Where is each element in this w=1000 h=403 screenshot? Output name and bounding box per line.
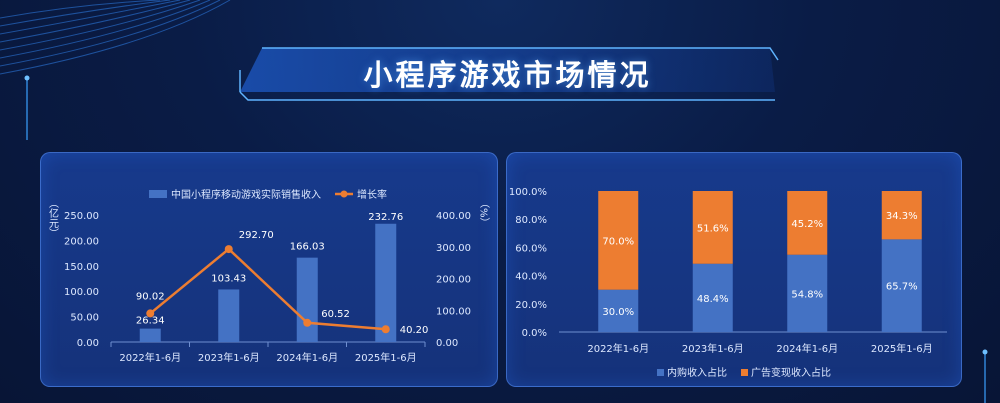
bar-data-label: 166.03	[290, 242, 325, 253]
y-left-tick-label: 50.00	[70, 313, 99, 324]
x-category-label: 2023年1-6月	[198, 351, 260, 364]
ad-share-label: 51.6%	[697, 223, 729, 234]
x-category-label: 2025年1-6月	[871, 342, 933, 355]
x-category-label: 2024年1-6月	[276, 351, 338, 364]
y-tick-label: 80.0%	[515, 215, 547, 226]
left-chart-panel: 0.00 50.00 100.00 150.00 200.00 250.00 0.00 100…	[40, 152, 498, 387]
bar-ad-share	[787, 191, 828, 255]
bar-ad-share	[881, 191, 922, 240]
y-left-tick-label: 250.00	[64, 211, 99, 222]
ad-share-label: 34.3%	[886, 211, 918, 222]
y-right-tick-label: 100.00	[436, 306, 471, 317]
growth-data-label: 60.52	[321, 309, 350, 320]
growth-rate-line	[149, 247, 386, 331]
ad-share-label: 70.0%	[602, 236, 634, 247]
y-right-tick-label: 400.00	[436, 211, 471, 222]
y-left-tick-label: 0.00	[77, 338, 99, 349]
bar-inapp-share	[598, 289, 639, 332]
x-category-label: 2025年1-6月	[355, 351, 417, 364]
y-left-tick-label: 150.00	[64, 262, 99, 273]
legend-swatch-bar	[149, 190, 167, 198]
bar-inapp-share	[692, 263, 733, 332]
y-tick-label: 60.0%	[515, 243, 547, 254]
inapp-share-label: 30.0%	[602, 307, 634, 318]
bar-revenue	[296, 257, 318, 342]
x-category-label: 2024年1-6月	[776, 342, 838, 355]
legend-swatch-ad	[741, 369, 748, 376]
bar-data-label: 103.43	[211, 273, 246, 284]
title-bar: 小程序游戏市场情况	[240, 46, 775, 104]
right-chart-panel: 0.0% 20.0% 40.0% 60.0% 80.0% 100.0% 30.0% 70.0%…	[506, 152, 962, 387]
x-category-label: 2022年1-6月	[587, 342, 649, 355]
bar-inapp-share	[881, 239, 922, 332]
inapp-share-label: 65.7%	[886, 282, 918, 293]
y-right-axis-label: （%）	[478, 198, 490, 228]
y-right-tick-label: 0.00	[436, 338, 458, 349]
growth-rate-point	[303, 318, 312, 327]
revenue-share-chart: 0.0% 20.0% 40.0% 60.0% 80.0% 100.0% 30.0% 70.0%…	[509, 187, 947, 379]
bar-revenue	[139, 328, 161, 342]
bar-revenue	[375, 223, 397, 342]
inapp-share-label: 54.8%	[791, 289, 823, 300]
y-left-tick-label: 200.00	[64, 236, 99, 247]
legend-label-ad: 广告变现收入占比	[751, 366, 831, 379]
y-tick-label: 40.0%	[515, 272, 547, 283]
growth-rate-point	[224, 245, 233, 254]
y-left-axis-label: （亿元）	[47, 198, 59, 238]
y-right-tick-label: 300.00	[436, 243, 471, 254]
bar-revenue	[218, 289, 240, 342]
legend-swatch-inapp	[657, 369, 664, 376]
y-left-tick-label: 100.00	[64, 287, 99, 298]
bar-inapp-share	[787, 254, 828, 332]
x-category-label: 2023年1-6月	[682, 342, 744, 355]
legend-label-growth: 增长率	[357, 188, 387, 201]
y-right-tick-label: 200.00	[436, 275, 471, 286]
growth-rate-point	[146, 309, 155, 318]
growth-data-label: 90.02	[136, 291, 165, 302]
bar-ad-share	[598, 191, 639, 290]
growth-data-label: 40.20	[400, 325, 429, 336]
inapp-share-label: 48.4%	[697, 294, 729, 305]
legend-label-revenue: 中国小程序移动游戏实际销售收入	[171, 188, 321, 201]
growth-data-label: 292.70	[239, 230, 274, 241]
y-tick-label: 0.0%	[522, 328, 547, 339]
ad-share-label: 45.2%	[791, 219, 823, 230]
legend-label-inapp: 内购收入占比	[667, 366, 727, 379]
bar-ad-share	[692, 191, 733, 264]
y-tick-label: 20.0%	[515, 300, 547, 311]
bar-data-label: 232.76	[368, 212, 403, 223]
bar-data-label: 26.34	[136, 316, 165, 327]
y-tick-label: 100.0%	[509, 187, 547, 198]
revenue-growth-chart: 0.00 50.00 100.00 150.00 200.00 250.00 0.00 100…	[47, 188, 490, 364]
growth-rate-point	[381, 325, 390, 334]
legend-swatch-line-marker	[340, 190, 348, 198]
page-title: 小程序游戏市场情况	[363, 58, 652, 92]
x-category-label: 2022年1-6月	[119, 351, 181, 364]
